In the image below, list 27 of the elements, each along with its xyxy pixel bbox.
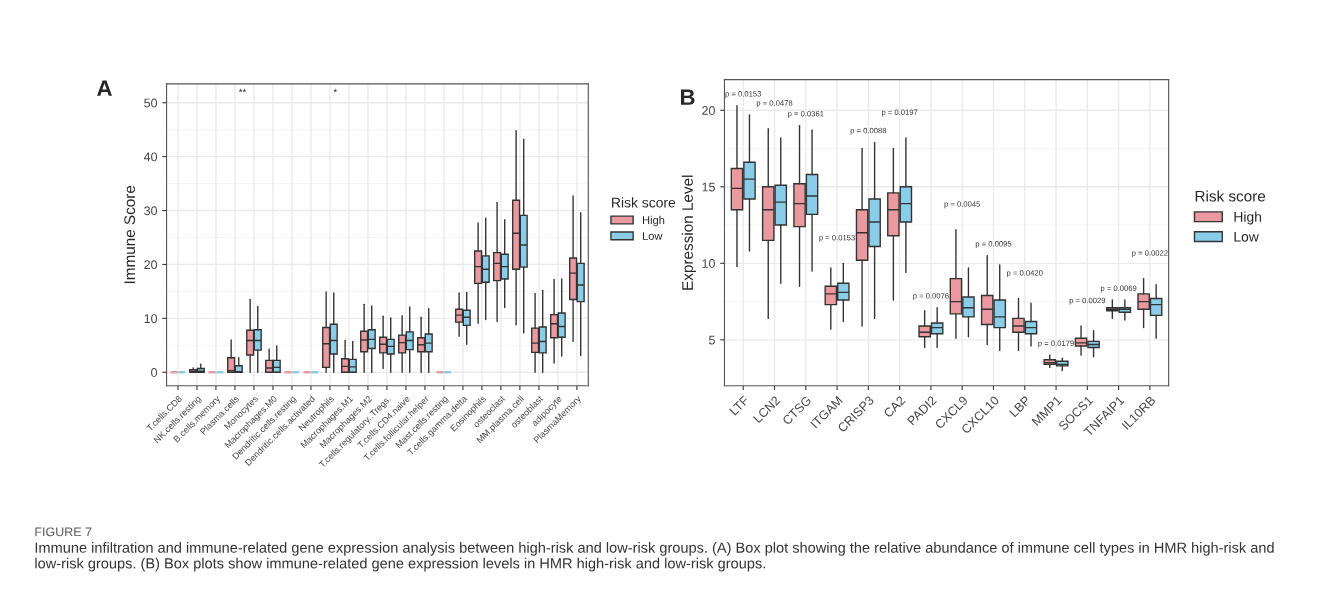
legend-label: High [642,215,665,227]
y-tick-label: 20 [702,106,715,115]
text: Immune infiltration and immune-related gene expression analysis between high-risk and low-risk groups. (A) Box plot showing the relative abundance of immune cell types in HMR high-risk and low-risk groups. (B) Box plots show immune-related gene expression levels in HMR high-risk and low-risk groups. [35,542,1274,572]
y-tick-label: 50 [144,98,158,108]
y-axis-title: Immune Score [124,185,136,284]
legend-label: Low [642,232,663,240]
y-tick-label: 0 [151,368,158,377]
caption: FIGURE 7 [35,527,92,537]
chart-title: A [97,80,112,96]
x-tick-label: CA2 [883,395,906,419]
y-tick-label: 15 [702,182,715,192]
annotation: ** [238,88,247,93]
legend-title: Risk score [612,197,676,208]
y-tick-label: 10 [144,314,158,324]
y-tick-label: 40 [143,152,158,162]
y-axis-title: Expression Level [681,175,696,290]
x-tick-label: LTF [729,395,750,416]
chart-title: B [680,89,695,105]
legend-label: High [1234,211,1262,225]
legend-label: Low [1234,231,1259,242]
legend-title: Risk score [1195,190,1266,202]
y-tick-label: 20 [144,260,158,270]
y-tick-label: 10 [702,259,715,268]
y-tick-label: 5 [708,335,715,345]
y-tick-label: 30 [144,206,158,216]
x-tick-label: LBP [1009,395,1031,418]
annotation: * [333,88,337,93]
